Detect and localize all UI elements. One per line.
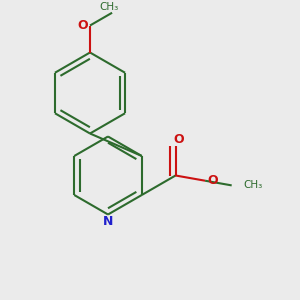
Text: N: N [103, 214, 113, 228]
Text: O: O [77, 19, 88, 32]
Text: O: O [173, 133, 184, 146]
Text: CH₃: CH₃ [243, 180, 262, 190]
Text: CH₃: CH₃ [100, 2, 119, 12]
Text: O: O [207, 174, 218, 187]
